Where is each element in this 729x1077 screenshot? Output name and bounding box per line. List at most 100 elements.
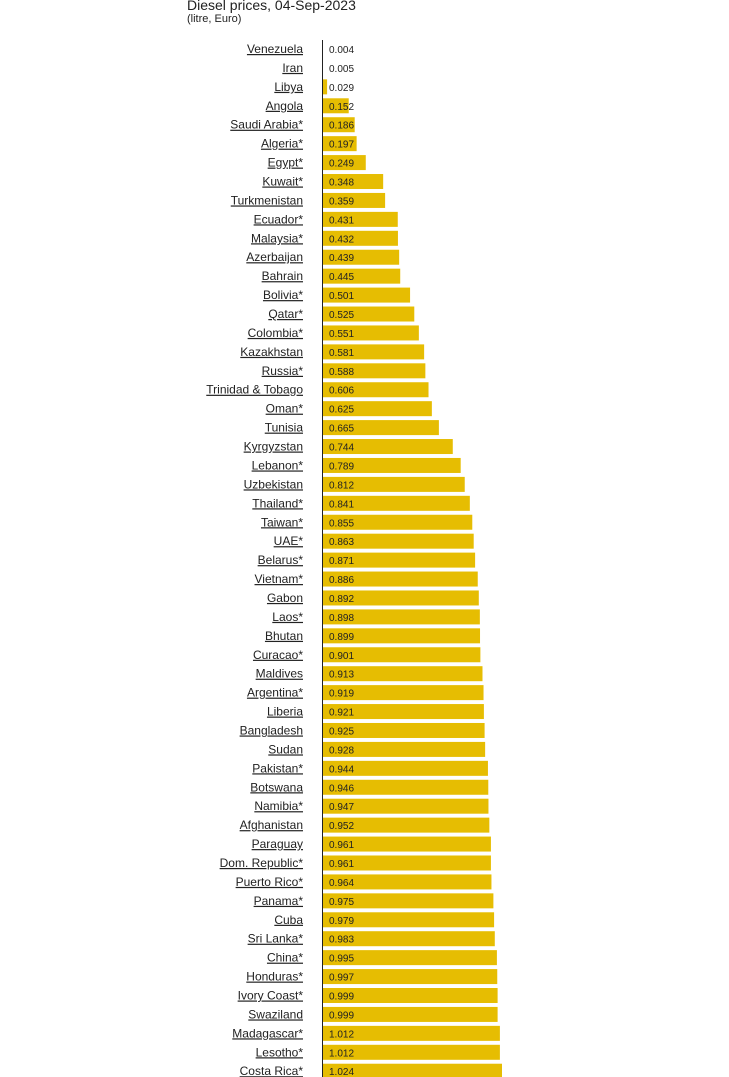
- country-label[interactable]: Trinidad & Tobago: [206, 383, 303, 397]
- bar: [322, 230, 398, 246]
- country-label[interactable]: Iran: [282, 61, 303, 75]
- bar: [322, 382, 429, 398]
- country-label[interactable]: Sri Lanka*: [248, 932, 304, 946]
- country-label[interactable]: Argentina*: [247, 686, 303, 700]
- country-label[interactable]: Pakistan*: [252, 761, 303, 775]
- country-label[interactable]: Dom. Republic*: [220, 856, 304, 870]
- country-label[interactable]: Egypt*: [268, 156, 304, 170]
- value-label: 0.999: [329, 1010, 354, 1021]
- country-label[interactable]: Qatar*: [268, 307, 303, 321]
- country-label[interactable]: Colombia*: [248, 326, 304, 340]
- country-label[interactable]: Tunisia: [265, 421, 304, 435]
- country-label[interactable]: Turkmenistan: [231, 193, 303, 207]
- country-label[interactable]: Taiwan*: [261, 515, 303, 529]
- bar: [322, 514, 473, 530]
- bar: [322, 174, 384, 190]
- value-label: 1.012: [329, 1029, 354, 1040]
- value-label: 0.961: [329, 859, 354, 870]
- country-label[interactable]: Maldives: [256, 667, 303, 681]
- value-label: 0.551: [329, 329, 354, 340]
- bar: [322, 136, 357, 152]
- country-label[interactable]: UAE*: [274, 534, 304, 548]
- value-label: 0.892: [329, 594, 354, 605]
- value-label: 0.431: [329, 215, 354, 226]
- country-label[interactable]: Venezuela: [247, 42, 303, 56]
- country-label[interactable]: Russia*: [262, 364, 304, 378]
- country-label[interactable]: Bolivia*: [263, 288, 303, 302]
- country-label[interactable]: Bhutan: [265, 629, 303, 643]
- bar: [322, 306, 415, 322]
- bar: [322, 1025, 500, 1041]
- country-label[interactable]: Costa Rica*: [240, 1064, 304, 1077]
- bar: [322, 552, 476, 568]
- country-label[interactable]: Botswana: [250, 780, 303, 794]
- country-label[interactable]: Madagascar*: [232, 1026, 303, 1040]
- value-label: 0.928: [329, 745, 354, 756]
- value-label: 0.997: [329, 973, 354, 984]
- country-label[interactable]: Kyrgyzstan: [244, 440, 303, 454]
- value-label: 0.979: [329, 916, 354, 927]
- country-label[interactable]: Kazakhstan: [240, 345, 303, 359]
- country-label[interactable]: Ivory Coast*: [238, 989, 304, 1003]
- country-label[interactable]: Oman*: [266, 402, 304, 416]
- value-label: 0.919: [329, 689, 354, 700]
- country-label[interactable]: Laos*: [272, 610, 303, 624]
- value-label: 0.975: [329, 897, 354, 908]
- country-label[interactable]: Lesotho*: [256, 1045, 304, 1059]
- country-label[interactable]: Algeria*: [261, 137, 303, 151]
- country-label[interactable]: Honduras*: [246, 970, 303, 984]
- bar: [322, 155, 366, 171]
- country-label[interactable]: Afghanistan: [240, 818, 303, 832]
- bar: [322, 741, 486, 757]
- value-label: 0.432: [329, 234, 354, 245]
- bar: [322, 609, 480, 625]
- value-label: 0.744: [329, 443, 354, 454]
- country-label[interactable]: Gabon: [267, 591, 303, 605]
- value-label: 0.855: [329, 518, 354, 529]
- country-label[interactable]: Thailand*: [252, 496, 303, 510]
- value-label: 0.359: [329, 196, 354, 207]
- country-label[interactable]: Bahrain: [262, 269, 303, 283]
- value-label: 0.152: [329, 102, 354, 113]
- value-label: 0.525: [329, 310, 354, 321]
- country-label[interactable]: China*: [267, 951, 303, 965]
- country-label[interactable]: Paraguay: [252, 837, 303, 851]
- country-label[interactable]: Belarus*: [258, 553, 304, 567]
- country-label[interactable]: Sudan: [268, 742, 303, 756]
- country-label[interactable]: Curacao*: [253, 648, 303, 662]
- country-label[interactable]: Panama*: [254, 894, 304, 908]
- bar: [322, 192, 386, 208]
- bar: [322, 344, 425, 360]
- bar: [322, 533, 474, 549]
- country-label[interactable]: Vietnam*: [255, 572, 304, 586]
- value-label: 0.899: [329, 632, 354, 643]
- country-label[interactable]: Angola: [266, 99, 304, 113]
- country-label[interactable]: Bangladesh: [240, 723, 303, 737]
- country-label[interactable]: Namibia*: [254, 799, 303, 813]
- bar: [322, 495, 470, 511]
- value-label: 0.789: [329, 461, 354, 472]
- country-label[interactable]: Cuba: [274, 913, 303, 927]
- value-label: 1.024: [329, 1067, 354, 1077]
- country-label[interactable]: Puerto Rico*: [236, 875, 304, 889]
- bar: [322, 628, 481, 644]
- country-label[interactable]: Liberia: [267, 705, 303, 719]
- country-label[interactable]: Swaziland: [248, 1007, 303, 1021]
- country-label[interactable]: Lebanon*: [252, 458, 304, 472]
- bar: [322, 931, 495, 947]
- country-label[interactable]: Malaysia*: [251, 231, 303, 245]
- country-label[interactable]: Saudi Arabia*: [230, 118, 303, 132]
- bar: [322, 98, 349, 114]
- value-label: 0.946: [329, 783, 354, 794]
- value-label: 0.348: [329, 178, 354, 189]
- country-label[interactable]: Azerbaijan: [246, 250, 303, 264]
- country-label[interactable]: Ecuador*: [254, 212, 304, 226]
- value-label: 0.944: [329, 764, 354, 775]
- value-label: 0.004: [329, 45, 354, 56]
- country-label[interactable]: Libya: [274, 80, 303, 94]
- country-label[interactable]: Kuwait*: [262, 175, 303, 189]
- bar: [322, 722, 485, 738]
- bar: [322, 988, 498, 1003]
- country-label[interactable]: Uzbekistan: [244, 477, 303, 491]
- bar: [322, 912, 495, 928]
